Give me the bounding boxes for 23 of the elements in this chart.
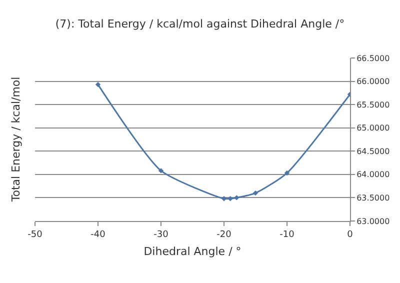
x-tick-label: -20	[216, 230, 232, 240]
x-tick-label: 0	[347, 230, 354, 240]
point	[252, 190, 258, 196]
x-tick-label: -10	[280, 230, 295, 240]
y-tick-label: 65.5000	[356, 100, 390, 110]
y-tick-label: 65.0000	[356, 124, 390, 133]
point	[284, 170, 290, 176]
x-tick-label: -40	[90, 230, 106, 240]
y-tick-label: 63.5000	[356, 194, 390, 203]
chart-title: (7): Total Energy / kcal/mol against Dihedral Angle /°	[55, 18, 345, 31]
x-tick-label: -30	[154, 230, 169, 240]
point	[158, 168, 164, 174]
point	[234, 195, 240, 200]
y-tick-label: 66.5000	[356, 54, 390, 63]
point	[221, 196, 227, 202]
y-tick-label: 63.0000	[356, 216, 390, 226]
x-axis-title: Dihedral Angle / °	[144, 245, 242, 258]
x-tick-label: -50	[28, 230, 43, 240]
point	[95, 82, 101, 88]
y-tick-label: 64.0000	[356, 170, 390, 180]
y-tick-label: 66.0000	[356, 77, 390, 86]
y-tick-label: 64.5000	[356, 146, 390, 156]
y-axis-title: Total Energy / kcal/mol	[10, 76, 23, 203]
